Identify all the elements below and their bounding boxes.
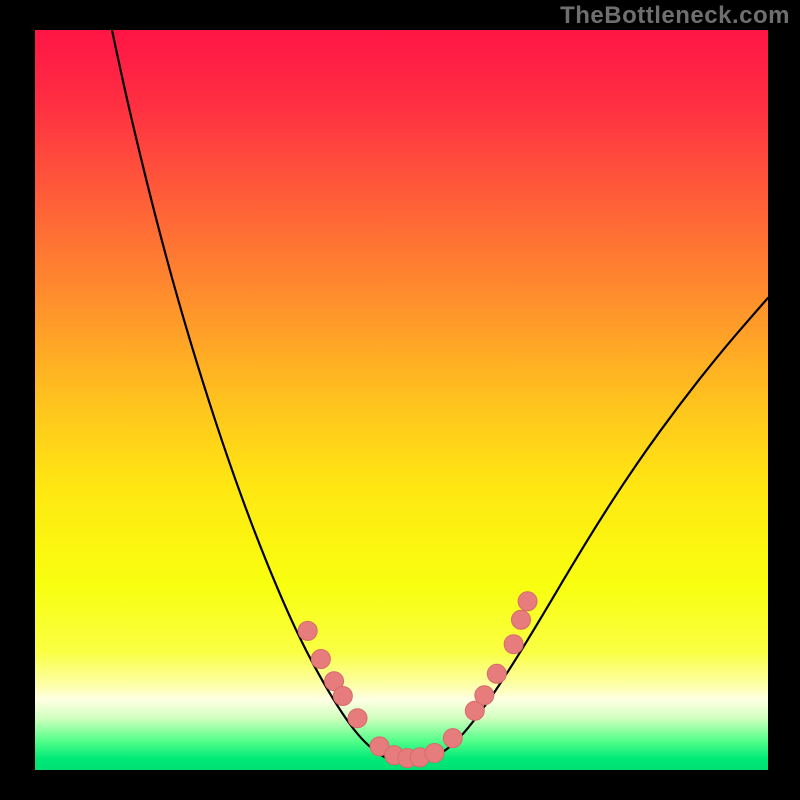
chart-container: TheBottleneck.com [0, 0, 800, 800]
data-marker [487, 664, 506, 683]
data-marker [311, 650, 330, 669]
data-marker [348, 709, 367, 728]
watermark-text: TheBottleneck.com [560, 2, 790, 30]
data-marker [475, 686, 494, 705]
data-marker [298, 621, 317, 640]
data-marker [504, 635, 523, 654]
data-marker [425, 743, 444, 762]
data-marker [518, 592, 537, 611]
data-marker [333, 687, 352, 706]
gradient-background [35, 30, 768, 770]
plot-area [35, 30, 768, 770]
data-marker [443, 729, 462, 748]
data-marker [511, 610, 530, 629]
